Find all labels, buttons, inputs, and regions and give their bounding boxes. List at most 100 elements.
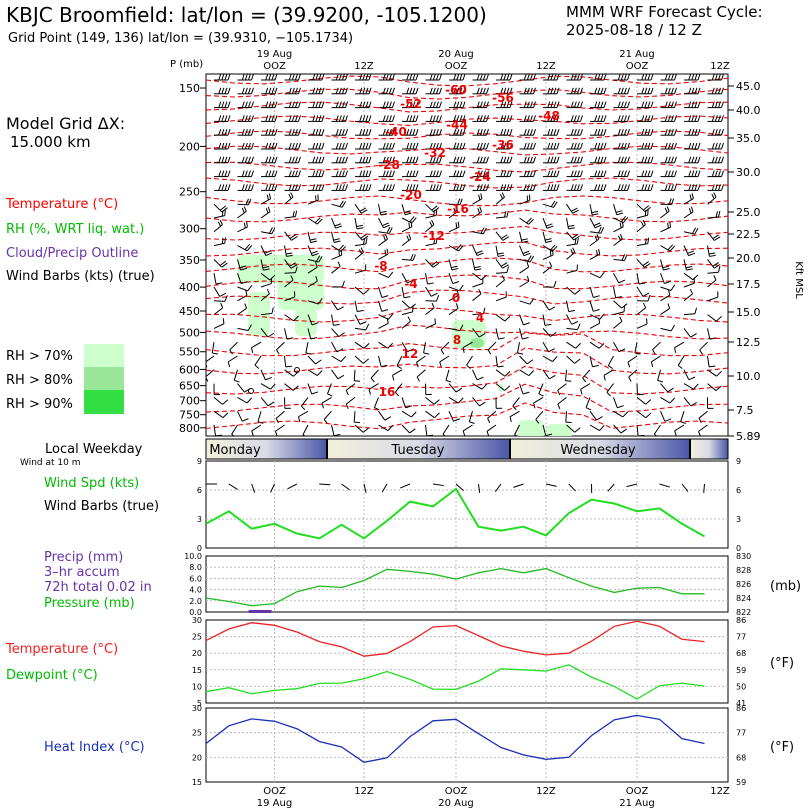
wind-barb-flag — [620, 428, 628, 434]
wind-barb-shaft — [448, 396, 459, 404]
wind-barb-flag — [585, 407, 592, 411]
wind-barb-flag — [469, 421, 475, 424]
top-hour-label: 12Z — [710, 61, 730, 72]
wind-barb-flag — [368, 170, 372, 177]
wind-barb-flag — [482, 184, 486, 191]
wind-barb-shaft — [275, 424, 285, 432]
wind-barb-flag — [415, 184, 419, 191]
rh-90-swatch — [84, 390, 124, 414]
wind-barb-flag — [667, 222, 669, 229]
wind-barb-flag — [310, 240, 317, 243]
wind-barb-shaft — [448, 203, 461, 206]
wind-barb-shaft — [353, 369, 356, 381]
wind-barb-flag — [229, 349, 233, 355]
wind-barb-flag — [382, 101, 386, 108]
wind-barb-flag — [503, 115, 507, 122]
wind-barb-flag — [341, 115, 345, 122]
wind-barb-flag — [206, 363, 208, 368]
wind-barb-flag — [294, 184, 298, 191]
wind-barb-flag — [415, 142, 419, 150]
wind-barb-flag — [431, 302, 435, 309]
wind-barb-flag — [368, 156, 372, 163]
wind-barb-flag — [570, 87, 574, 94]
wind-barb-flag — [335, 87, 339, 94]
wind-barb-flag — [687, 250, 694, 254]
wind-barb-shaft — [213, 397, 223, 405]
wind-barb-shaft — [707, 271, 719, 274]
wind-barb-flag — [406, 87, 410, 94]
wind-barb-flag — [271, 101, 275, 108]
wind-barb-flag — [435, 237, 438, 244]
wind-barb-shaft — [448, 273, 454, 284]
wind-barb-flag — [274, 184, 278, 191]
wind-barb-flag — [294, 170, 298, 177]
wind-barb-flag — [251, 87, 254, 94]
wind-barb-flag — [476, 142, 480, 150]
wind-barb-flag — [215, 282, 223, 285]
wind-barb-flag — [677, 364, 683, 369]
wind-barb-flag — [265, 170, 269, 177]
wind-barb-flag — [597, 170, 601, 177]
wind-barb-flag — [288, 170, 292, 177]
wind-barb-flag — [408, 234, 412, 240]
wind-barb-flag — [506, 87, 510, 94]
wind-barb-flag — [650, 156, 654, 163]
wind-barb-flag — [596, 416, 603, 421]
wind-barb-shaft — [284, 216, 296, 219]
wind-barb-flag — [415, 115, 419, 122]
wind-barb-flag — [669, 221, 672, 228]
wind-barb-flag — [335, 225, 343, 229]
wind-barb-flag — [688, 115, 692, 122]
wind-barb-flag — [385, 170, 389, 177]
wind-barb-shaft — [636, 243, 648, 247]
wind-barb-flag — [711, 74, 715, 81]
wind-barb-flag — [647, 156, 651, 163]
wind-barb-flag — [269, 274, 276, 281]
wind-barb-flag — [315, 255, 321, 262]
wind-barb-shaft — [472, 328, 480, 338]
wind-barb-flag — [486, 115, 489, 122]
surface-wind-barb — [681, 483, 689, 492]
wind-barb-flag — [459, 101, 463, 108]
wind-barb-flag — [293, 315, 299, 322]
wind-barb-flag — [529, 298, 535, 305]
wind-barb-flag — [365, 237, 368, 245]
wind-barb-flag — [392, 115, 395, 122]
wind-barb-shaft — [260, 283, 272, 288]
wind-barb-flag — [457, 198, 461, 205]
wind-barb-flag — [598, 248, 601, 255]
left-tick-label: 30 — [192, 616, 202, 625]
wind-barb-flag — [318, 115, 322, 122]
wind-barb-shaft — [213, 410, 224, 419]
wind-barb-shaft — [331, 203, 343, 208]
wind-barb-flag — [547, 101, 551, 108]
wind-barb-shaft — [213, 300, 226, 302]
grid-value: 15.000 km — [10, 133, 91, 151]
wind-barb-flag — [290, 275, 294, 281]
wind-barb-flag — [623, 129, 627, 136]
wind-barb-flag — [573, 184, 577, 191]
wind-barb-flag — [479, 74, 483, 81]
pressure-axis-title: P (mb) — [170, 59, 203, 70]
wind-barb-flag — [365, 87, 369, 94]
wind-barb-flag — [462, 184, 466, 191]
wind-barb-shaft — [231, 424, 238, 435]
wind-barb-flag — [333, 323, 340, 326]
wind-barb-shaft — [307, 217, 318, 225]
wind-barb-flag — [711, 129, 715, 136]
wind-barb-flag — [439, 142, 442, 150]
wind-barb-flag — [338, 101, 342, 108]
pressure-label: 400 — [179, 281, 200, 294]
wind-barb-shaft — [378, 341, 388, 349]
wind-barb-shaft — [519, 199, 530, 205]
legend-temperature: Temperature (°C) — [5, 197, 118, 212]
wind-barb-flag — [318, 142, 322, 150]
wind-barb-flag — [359, 321, 367, 325]
wind-barb-flag — [318, 74, 322, 81]
wind-barb-flag — [432, 262, 440, 268]
wind-barb-flag — [623, 170, 627, 177]
wind-barb-flag — [576, 156, 580, 163]
wind-barb-flag — [478, 332, 486, 338]
wind-barb-shaft — [542, 265, 552, 274]
wind-barb-flag — [266, 194, 269, 201]
